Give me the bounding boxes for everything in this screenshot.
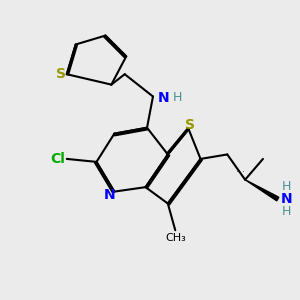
Polygon shape — [245, 180, 279, 201]
Text: H: H — [281, 205, 291, 218]
Text: H: H — [173, 92, 182, 104]
Text: N: N — [280, 192, 292, 206]
Text: Cl: Cl — [50, 152, 65, 166]
Text: H: H — [281, 180, 291, 193]
Text: S: S — [56, 67, 66, 81]
Text: CH₃: CH₃ — [165, 233, 186, 243]
Text: N: N — [158, 91, 169, 105]
Text: S: S — [185, 118, 195, 132]
Text: ···: ··· — [236, 167, 245, 177]
Text: N: N — [104, 188, 116, 202]
